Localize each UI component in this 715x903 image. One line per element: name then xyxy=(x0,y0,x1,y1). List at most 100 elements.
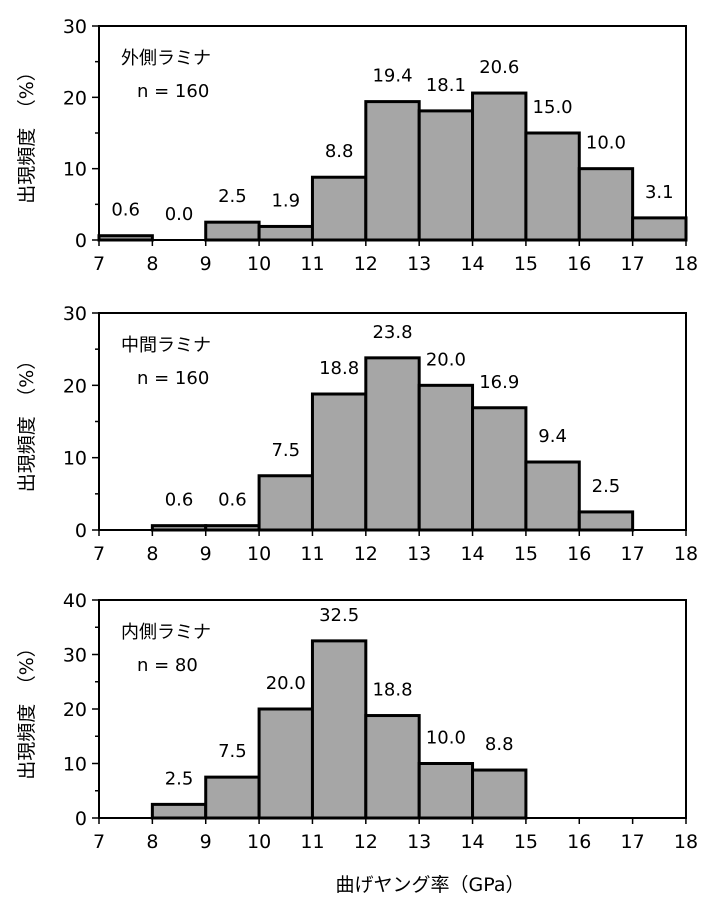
data-label: 3.1 xyxy=(645,182,674,203)
data-label: 8.8 xyxy=(485,734,514,755)
histogram-bar xyxy=(524,460,581,532)
y-tick-label: 30 xyxy=(63,645,87,667)
histogram-bar xyxy=(204,775,261,820)
y-axis-label: 出現頻度 （%） xyxy=(16,638,38,780)
data-label: 2.5 xyxy=(165,768,194,789)
x-tick-label: 7 xyxy=(93,253,105,275)
data-label: 7.5 xyxy=(218,741,247,762)
data-label: 2.5 xyxy=(592,476,621,497)
data-label: 16.9 xyxy=(479,372,519,393)
y-tick-label: 0 xyxy=(75,808,87,830)
data-label: 32.5 xyxy=(319,605,359,626)
y-tick-label: 10 xyxy=(63,754,87,776)
data-label: 18.8 xyxy=(319,358,359,379)
histogram-bar xyxy=(577,510,635,532)
x-tick-label: 8 xyxy=(146,253,158,275)
histogram-bar xyxy=(310,175,368,242)
x-tick-label: 8 xyxy=(146,543,158,565)
data-label: 18.8 xyxy=(372,680,412,701)
chart-panel-1: 0.6 0.0 2.5 1.9 8.8 19.4 18.1 20.6 15.0 10.0 3.1 0 1… xyxy=(16,16,698,275)
histogram-bar xyxy=(310,639,368,820)
panel-title: 中間ラミナ xyxy=(121,335,211,356)
y-tick-label: 40 xyxy=(63,590,87,612)
x-tick-label: 12 xyxy=(354,253,378,275)
y-tick-label: 30 xyxy=(63,16,87,38)
histogram-bar xyxy=(471,406,528,532)
x-tick-label: 18 xyxy=(674,543,698,565)
x-tick-label: 9 xyxy=(200,253,212,275)
histogram-bar xyxy=(364,356,421,532)
histogram-bar xyxy=(524,131,581,242)
x-axis-label: 曲げヤング率（GPa） xyxy=(336,874,525,896)
data-label: 0.0 xyxy=(165,204,194,225)
histogram-bar xyxy=(310,392,368,532)
y-tick-label: 10 xyxy=(63,448,87,470)
x-tick-label: 10 xyxy=(247,543,271,565)
panel-title: 外側ラミナ xyxy=(121,48,211,69)
histogram-bar xyxy=(577,167,635,242)
x-tick-label: 8 xyxy=(146,831,158,853)
x-tick-label: 13 xyxy=(407,543,431,565)
x-tick-label: 13 xyxy=(407,253,431,275)
chart-panel-3: 2.5 7.5 20.0 32.5 18.8 10.0 8.8 0 10 20 30 40 7 8 9 10 1… xyxy=(16,590,698,853)
y-tick-label: 0 xyxy=(75,520,87,542)
x-tick-label: 17 xyxy=(621,253,645,275)
y-tick-label: 20 xyxy=(63,699,87,721)
histogram-bar xyxy=(417,762,475,820)
x-tick-label: 12 xyxy=(354,831,378,853)
x-tick-label: 16 xyxy=(567,543,591,565)
histogram-bar xyxy=(364,714,421,820)
x-tick-label: 10 xyxy=(247,253,271,275)
chart-panel-2: 0.6 0.6 7.5 18.8 23.8 20.0 16.9 9.4 2.5 0 10 20 30 7 8… xyxy=(16,303,698,565)
x-tick-label: 15 xyxy=(514,831,538,853)
x-tick-label: 11 xyxy=(300,543,324,565)
x-tick-label: 14 xyxy=(460,831,484,853)
histogram-bar xyxy=(364,100,421,242)
x-tick-label: 14 xyxy=(460,543,484,565)
histogram-bar xyxy=(631,216,688,242)
y-tick-label: 10 xyxy=(63,159,87,181)
data-label: 10.0 xyxy=(426,728,466,749)
data-label: 10.0 xyxy=(586,133,626,154)
histogram-bar xyxy=(417,383,475,532)
panel-title: 内側ラミナ xyxy=(121,622,211,643)
x-tick-label: 9 xyxy=(200,831,212,853)
x-tick-label: 11 xyxy=(300,253,324,275)
x-tick-label: 7 xyxy=(93,543,105,565)
y-tick-label: 30 xyxy=(63,303,87,325)
data-label: 7.5 xyxy=(271,440,300,461)
histogram-bar xyxy=(257,474,314,532)
data-label: 9.4 xyxy=(538,426,567,447)
data-label: 0.6 xyxy=(218,490,247,511)
data-label: 23.8 xyxy=(372,322,412,343)
histogram-bar xyxy=(150,802,208,820)
panel-sample-size: n = 80 xyxy=(137,655,198,676)
y-tick-label: 0 xyxy=(75,230,87,252)
x-tick-label: 17 xyxy=(621,543,645,565)
data-label: 8.8 xyxy=(325,141,354,162)
x-tick-label: 7 xyxy=(93,831,105,853)
histogram-bar xyxy=(257,707,314,820)
panel-sample-size: n = 160 xyxy=(137,81,209,102)
x-tick-label: 14 xyxy=(460,253,484,275)
data-label: 2.5 xyxy=(218,186,247,207)
data-label: 0.6 xyxy=(165,490,194,511)
data-label: 18.1 xyxy=(426,75,466,96)
histogram-bar xyxy=(204,220,261,242)
data-label: 19.4 xyxy=(372,66,412,87)
y-axis-label: 出現頻度 （%） xyxy=(16,62,38,204)
histogram-bar xyxy=(471,91,528,242)
data-label: 1.9 xyxy=(271,190,300,211)
y-tick-label: 20 xyxy=(63,87,87,109)
panel-sample-size: n = 160 xyxy=(137,368,209,389)
x-tick-label: 17 xyxy=(621,831,645,853)
data-label: 20.6 xyxy=(479,57,519,78)
x-tick-label: 12 xyxy=(354,543,378,565)
x-tick-label: 15 xyxy=(514,253,538,275)
x-tick-label: 16 xyxy=(567,831,591,853)
histogram-bar xyxy=(417,109,475,242)
data-label: 15.0 xyxy=(533,97,573,118)
data-label: 20.0 xyxy=(266,673,306,694)
x-tick-label: 18 xyxy=(674,253,698,275)
